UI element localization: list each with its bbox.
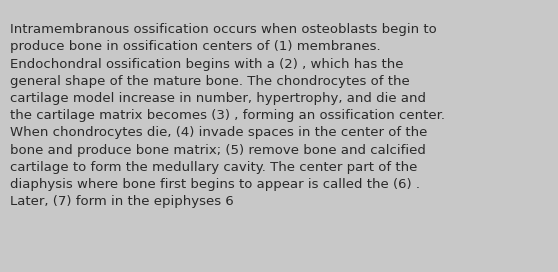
Text: Intramembranous ossification occurs when osteoblasts begin to
produce bone in os: Intramembranous ossification occurs when… xyxy=(10,23,445,208)
